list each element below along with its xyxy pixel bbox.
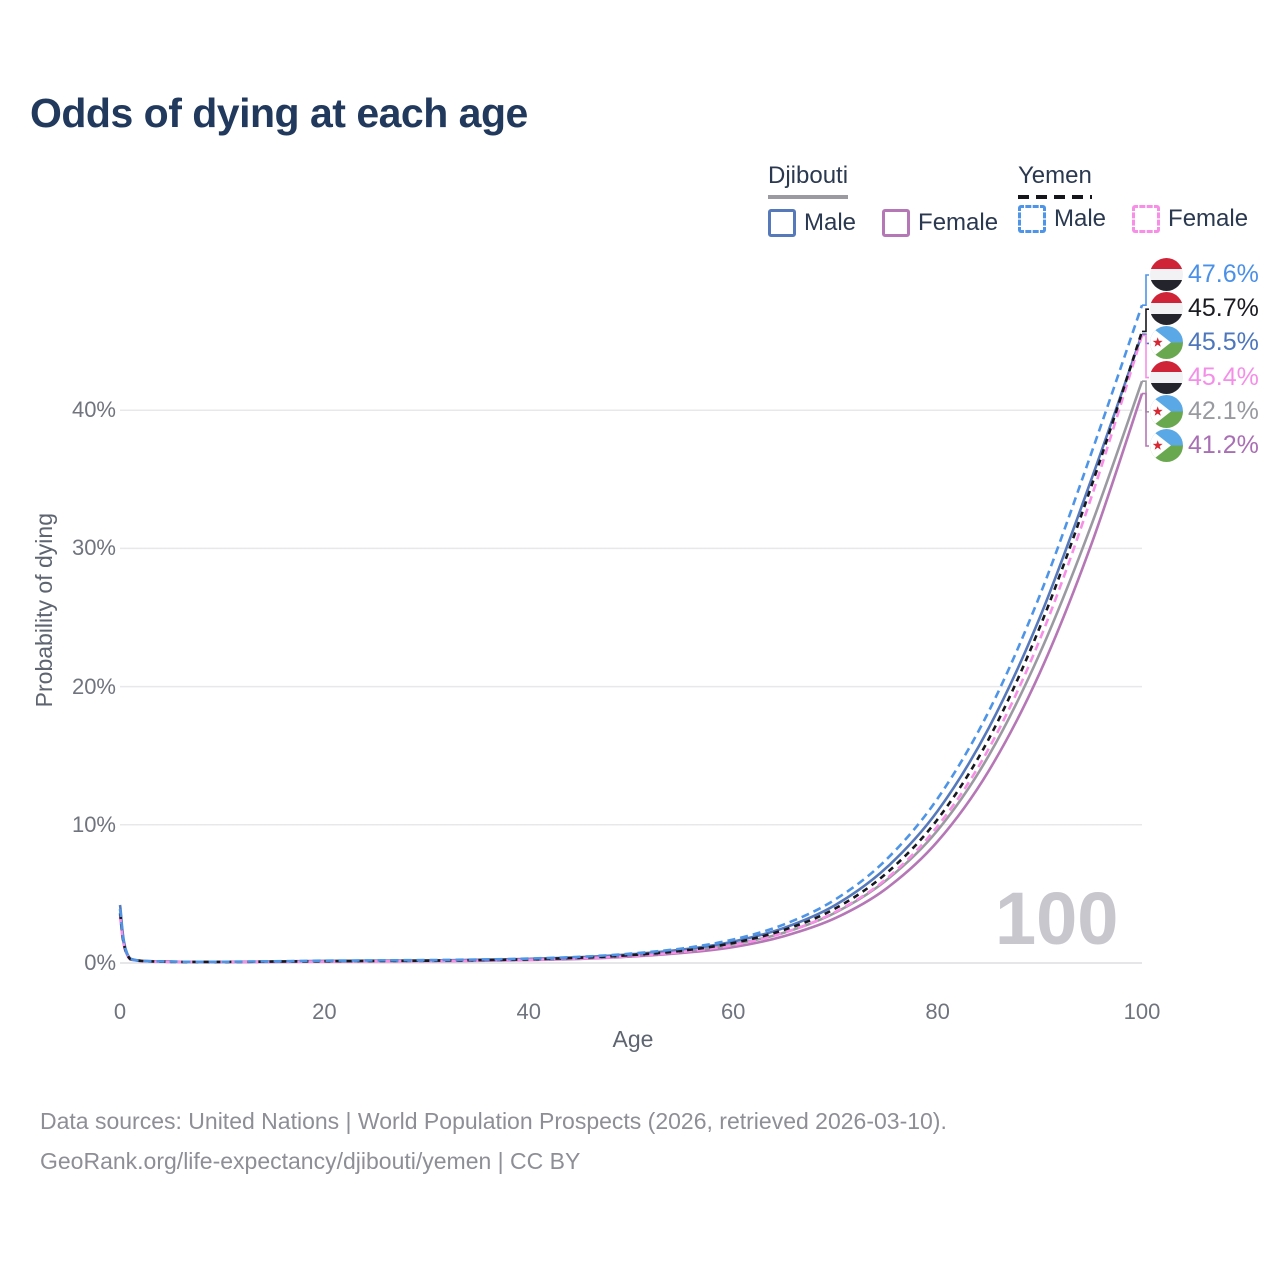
y-axis-title: Probability of dying	[31, 513, 57, 708]
legend-checkbox-yemen-female[interactable]	[1132, 205, 1161, 233]
x-tick-label: 0	[113, 999, 127, 1024]
end-label-connector	[1142, 308, 1149, 333]
y-tick-label: 20%	[71, 673, 116, 699]
series-line-yemen-female	[118, 335, 1144, 964]
legend-label: Female	[918, 209, 999, 236]
x-axis-title: Age	[612, 1026, 654, 1052]
end-label-value: 47.6%	[1188, 260, 1259, 288]
end-label-value: 45.7%	[1188, 294, 1259, 323]
end-label-djibouti-female: 41.2%	[1150, 429, 1259, 462]
chart-title: Odds of dying at each age	[30, 90, 528, 136]
legend-label: Female	[1168, 205, 1249, 232]
y-tick-label: 30%	[71, 535, 116, 561]
legend-group-yemen: Yemen Male Female	[1018, 162, 1248, 233]
series-line-djibouti-male	[118, 333, 1144, 964]
legend-label: Male	[1054, 205, 1107, 232]
legend-header-djibouti[interactable]: Djibouti	[768, 162, 849, 199]
legend-checkbox-djibouti-female[interactable]	[882, 209, 911, 237]
legend-item-yemen-female[interactable]: Female	[1132, 205, 1248, 233]
djibouti-flag-icon	[1150, 394, 1183, 428]
footer-attribution: GeoRank.org/life-expectancy/djibouti/yem…	[40, 1148, 581, 1174]
end-label-value: 45.5%	[1188, 328, 1259, 357]
legend-checkbox-djibouti-male[interactable]	[768, 209, 796, 237]
legend-checkbox-yemen-male[interactable]	[1018, 205, 1046, 233]
legend-group-djibouti: Djibouti Male Female	[768, 162, 998, 237]
legend-label: Male	[804, 209, 857, 236]
end-label-yemen-male: 47.6%	[1150, 258, 1259, 291]
end-label-yemen-female: 45.4%	[1150, 360, 1259, 394]
x-tick-label: 20	[312, 999, 337, 1024]
y-tick-label: 0%	[84, 950, 116, 975]
series-line-djibouti-both	[118, 380, 1144, 964]
end-label-connector	[1142, 274, 1149, 306]
end-label-djibouti-both: 42.1%	[1150, 394, 1259, 428]
legend-item-djibouti-female[interactable]: Female	[882, 209, 998, 237]
end-label-value: 41.2%	[1188, 431, 1259, 459]
series-line-djibouti-female	[118, 393, 1144, 964]
footer-data-sources: Data sources: United Nations | World Pop…	[40, 1108, 947, 1134]
legend-header-yemen[interactable]: Yemen	[1018, 162, 1092, 199]
end-label-connector	[1142, 334, 1149, 379]
end-label-connector	[1142, 392, 1149, 447]
x-tick-label: 100	[1123, 999, 1161, 1024]
djibouti-flag-icon	[1150, 326, 1183, 360]
yemen-flag-icon	[1150, 360, 1183, 394]
series-line-yemen-male	[118, 304, 1144, 964]
y-tick-label: 10%	[71, 811, 116, 837]
x-tick-label: 80	[925, 999, 950, 1024]
djibouti-flag-icon	[1150, 429, 1183, 462]
y-tick-label: 40%	[71, 397, 116, 423]
series-line-yemen-both	[118, 330, 1144, 964]
x-tick-label: 40	[516, 999, 542, 1024]
yemen-flag-icon	[1150, 258, 1183, 291]
end-label-djibouti-male: 45.5%	[1150, 326, 1259, 360]
legend-item-yemen-male[interactable]: Male	[1018, 205, 1106, 233]
end-label-yemen-both: 45.7%	[1150, 292, 1259, 326]
end-label-value: 45.4%	[1188, 362, 1259, 391]
watermark-age-100: 100	[995, 877, 1119, 960]
yemen-flag-icon	[1150, 292, 1183, 326]
end-label-value: 42.1%	[1188, 396, 1259, 425]
legend-item-djibouti-male[interactable]: Male	[768, 209, 856, 237]
x-tick-label: 60	[720, 999, 746, 1024]
